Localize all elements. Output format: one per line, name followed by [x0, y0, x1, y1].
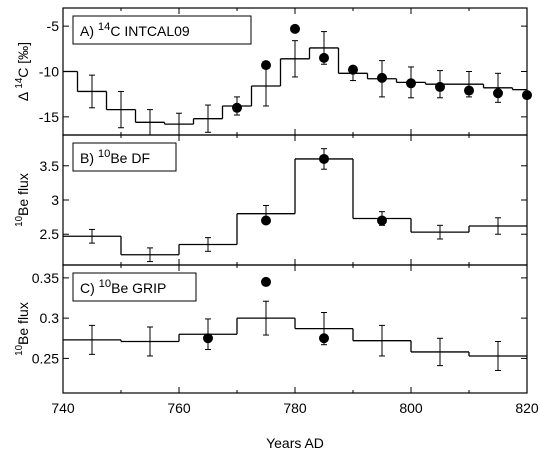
- label-text: B) 10Be DF: [80, 148, 150, 166]
- data-point: [319, 153, 329, 164]
- panel-label-box: [72, 15, 252, 45]
- error-bar: [147, 326, 153, 357]
- data-point: [290, 23, 300, 34]
- error-bar: [89, 74, 95, 109]
- label-prefix: C): [80, 280, 99, 296]
- data-point: [261, 60, 271, 71]
- label-prefix: B): [80, 150, 98, 166]
- error-bar: [437, 337, 443, 367]
- y-tick-label: 0.25: [32, 350, 59, 366]
- y-tick-label: 0.3: [40, 310, 60, 326]
- data-point: [261, 215, 271, 226]
- y-tick-label: -15: [39, 109, 59, 125]
- data-point: [493, 88, 503, 99]
- error-bar: [379, 324, 385, 357]
- y-tick-label: -5: [47, 18, 60, 34]
- data-point: [232, 102, 242, 113]
- label-sup: 14: [14, 77, 25, 88]
- label-main: Be flux: [15, 302, 31, 345]
- x-tick-label: 800: [399, 400, 423, 416]
- error-bar: [292, 40, 298, 78]
- data-point: [377, 215, 387, 226]
- label-text: C) 10Be GRIP: [80, 278, 166, 296]
- data-point: [261, 276, 271, 287]
- data-point: [348, 64, 358, 75]
- y-tick-label: 0.35: [32, 270, 59, 286]
- x-tick-label: 820: [515, 400, 539, 416]
- label-prefix: Δ: [15, 89, 31, 101]
- label-prefix: A): [80, 23, 98, 39]
- error-bar: [495, 217, 501, 235]
- error-bar: [263, 300, 269, 336]
- label-sup: 10: [99, 278, 111, 290]
- data-point: [319, 52, 329, 63]
- data-point: [406, 78, 416, 89]
- label-sup: 10: [14, 215, 25, 226]
- data-point: [464, 85, 474, 96]
- error-bar: [205, 104, 211, 133]
- x-axis-label: Years AD: [266, 435, 324, 451]
- label-main: Be DF: [110, 150, 150, 166]
- data-point: [377, 72, 387, 83]
- error-bar: [89, 324, 95, 355]
- data-point: [435, 81, 445, 92]
- label-sup: 10: [98, 148, 110, 160]
- error-bar: [147, 247, 153, 263]
- x-tick-label: 740: [51, 400, 75, 416]
- label-text: A) 14C INTCAL09: [80, 21, 190, 39]
- y-tick-label: 3.5: [40, 158, 60, 174]
- panel-label-box: [72, 142, 177, 172]
- error-bar: [495, 340, 501, 371]
- y-tick-label: 2.5: [40, 226, 60, 242]
- data-point: [203, 333, 213, 344]
- data-point: [522, 90, 532, 101]
- label-sup: 14: [98, 21, 110, 33]
- x-tick-label: 780: [283, 400, 307, 416]
- label-main: Be GRIP: [111, 280, 166, 296]
- label-text: 10Be flux: [14, 302, 31, 356]
- label-text: 10Be flux: [14, 173, 31, 227]
- error-bar: [89, 228, 95, 244]
- x-tick-label: 760: [167, 400, 191, 416]
- label-main: Be flux: [15, 173, 31, 216]
- label-main: C [‰]: [15, 42, 31, 78]
- data-point: [319, 333, 329, 344]
- error-bar: [205, 237, 211, 252]
- label-sup: 10: [14, 344, 25, 355]
- y-tick-label: 3: [51, 192, 59, 208]
- panel-label-box: [72, 272, 197, 302]
- label-text: Δ 14C [‰]: [14, 42, 31, 101]
- label-main: C INTCAL09: [110, 23, 190, 39]
- error-bar: [437, 224, 443, 240]
- y-tick-label: -10: [39, 64, 59, 80]
- error-bar: [118, 90, 124, 129]
